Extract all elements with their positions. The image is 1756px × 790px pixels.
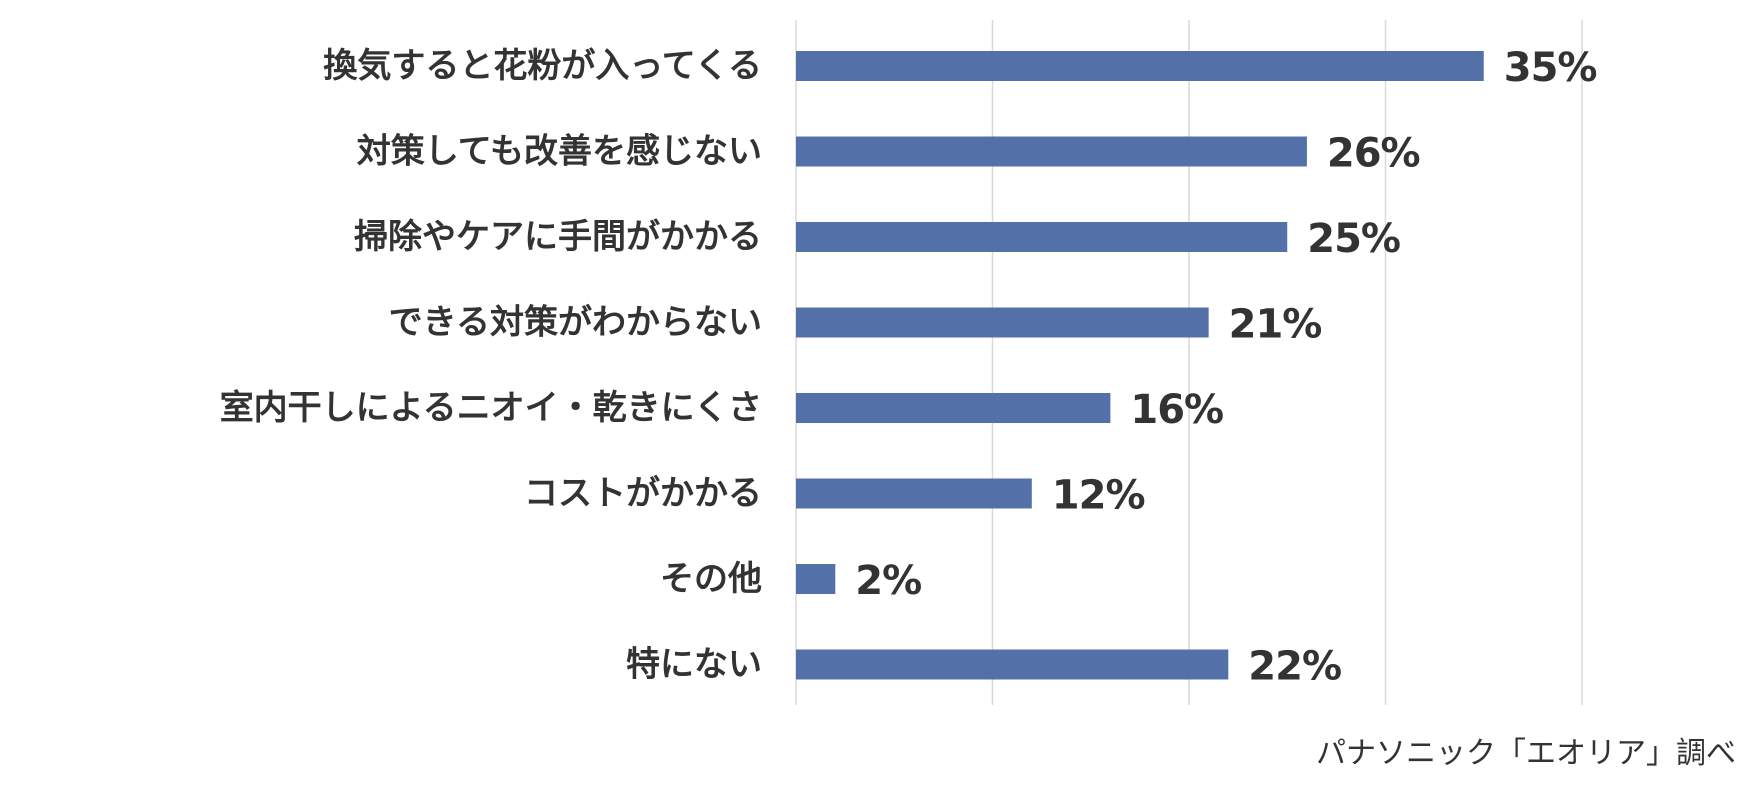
bar-4 [796, 393, 1111, 423]
value-label-0: 35% [1504, 45, 1597, 91]
bar-1 [796, 136, 1307, 167]
category-label-7: 特にない [626, 645, 762, 685]
bars [796, 51, 1484, 680]
category-label-4: 室内干しによるニオイ・乾きにくさ [220, 388, 762, 428]
bar-6 [796, 564, 836, 594]
value-label-3: 21% [1229, 302, 1322, 348]
source-note: パナソニック「エオリア」調べ [1316, 736, 1736, 771]
bar-3 [796, 307, 1209, 338]
category-label-3: できる対策がわからない [389, 303, 762, 343]
value-labels: 35% 26% 25% 21%16% 12% 2% 22% [855, 45, 1597, 690]
bar-0 [796, 51, 1484, 81]
value-label-6: 2% [855, 558, 921, 604]
bar-5 [796, 478, 1032, 509]
category-label-2: 掃除やケアに手間がかかる [354, 217, 762, 257]
category-labels: 換気すると花粉が入ってくる対策しても改善を感じない掃除やケアに手間がかかるできる… [220, 46, 762, 685]
value-label-5: 12% [1052, 473, 1145, 519]
category-label-6: その他 [660, 559, 762, 599]
category-label-1: 対策しても改善を感じない [357, 132, 762, 172]
bar-2 [796, 222, 1288, 252]
value-label-4: 16% [1130, 387, 1223, 433]
bar-7 [796, 649, 1229, 680]
category-label-5: コストがかかる [524, 474, 762, 514]
category-label-0: 換気すると花粉が入ってくる [323, 46, 762, 86]
value-label-7: 22% [1248, 644, 1341, 690]
value-label-1: 26% [1327, 131, 1420, 177]
value-label-2: 25% [1307, 216, 1400, 262]
